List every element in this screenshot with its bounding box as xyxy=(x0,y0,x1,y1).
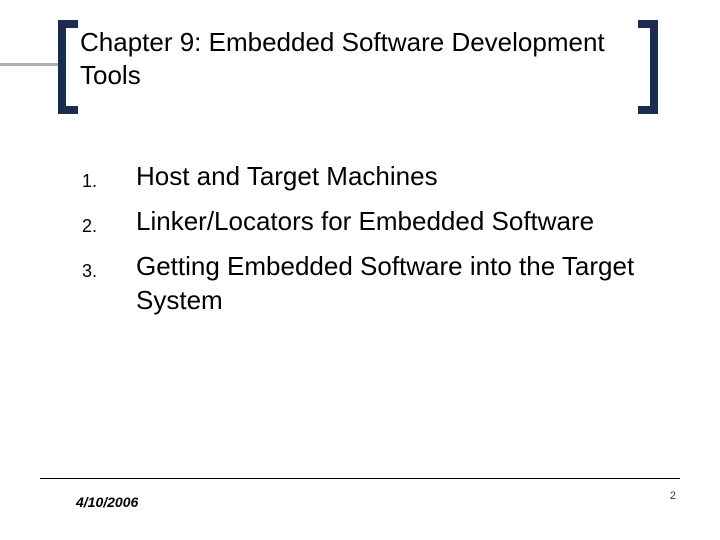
list-item: 1. Host and Target Machines xyxy=(82,160,642,199)
slide-title: Chapter 9: Embedded Software Development… xyxy=(80,26,640,91)
slide: Chapter 9: Embedded Software Development… xyxy=(0,0,720,540)
bracket-right-side xyxy=(650,20,658,114)
list-number: 3. xyxy=(82,250,136,289)
body-list: 1. Host and Target Machines 2. Linker/Lo… xyxy=(82,160,642,324)
bracket-left-bottom xyxy=(58,106,78,114)
list-item: 3. Getting Embedded Software into the Ta… xyxy=(82,250,642,318)
list-number: 2. xyxy=(82,205,136,244)
footer-divider xyxy=(40,478,680,479)
title-rule xyxy=(0,63,58,66)
bracket-left-side xyxy=(58,20,66,114)
list-text: Host and Target Machines xyxy=(136,160,438,194)
title-container: Chapter 9: Embedded Software Development… xyxy=(58,20,658,114)
bracket-right-bottom xyxy=(638,106,658,114)
footer-page-number: 2 xyxy=(670,490,676,502)
list-number: 1. xyxy=(82,160,136,199)
list-item: 2. Linker/Locators for Embedded Software xyxy=(82,205,642,244)
footer-date: 4/10/2006 xyxy=(76,494,138,510)
list-text: Getting Embedded Software into the Targe… xyxy=(136,250,642,318)
list-text: Linker/Locators for Embedded Software xyxy=(136,205,594,239)
